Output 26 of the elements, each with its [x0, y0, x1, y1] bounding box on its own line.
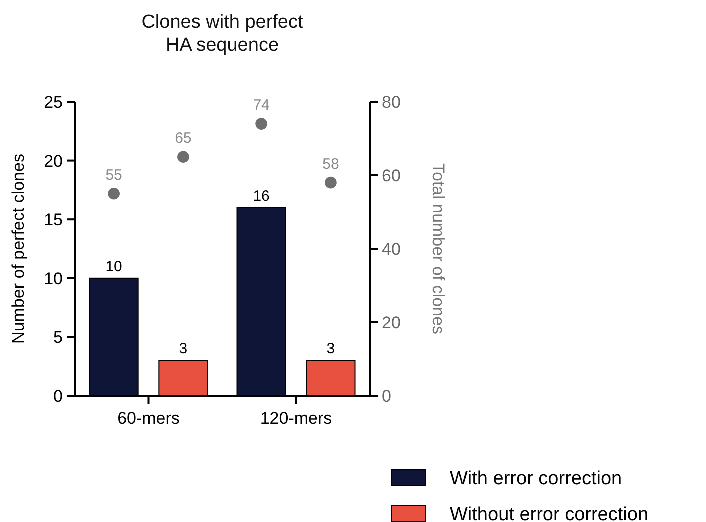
data-label: 74	[253, 97, 270, 114]
data-label: 10	[106, 258, 122, 276]
y-tick-label: 5	[54, 328, 63, 348]
y-tick-label: 15	[44, 210, 63, 230]
data-label: 55	[106, 166, 122, 184]
data-label: 16	[253, 188, 270, 205]
y-tick-label: 25	[44, 92, 63, 112]
y-tick-label: 10	[44, 269, 63, 288]
legend-label: With error correction	[450, 468, 622, 490]
y2-tick-label: 0	[382, 386, 392, 406]
x-tick-label: 120-mers	[260, 409, 332, 428]
y2-tick-label: 60	[382, 166, 401, 186]
y2-tick-label: 80	[382, 92, 401, 112]
data-label: 58	[322, 156, 340, 173]
legend-label: Without error correction	[450, 504, 649, 522]
y2-tick-label: 20	[382, 313, 401, 332]
data-label: 3	[179, 340, 188, 358]
data-label: 65	[175, 130, 192, 148]
chart-title: Clones with perfect HA sequence	[142, 12, 304, 56]
y2-tick-label: 40	[382, 240, 401, 259]
x-tick-label: 60-mers	[118, 409, 180, 428]
y-tick-label: 0	[54, 386, 63, 406]
y-axis-title: Number of perfect clones	[9, 154, 28, 344]
y2-axis-title: Total number of clones	[429, 163, 448, 335]
data-label: 3	[326, 340, 336, 358]
y-tick-label: 20	[44, 152, 63, 171]
